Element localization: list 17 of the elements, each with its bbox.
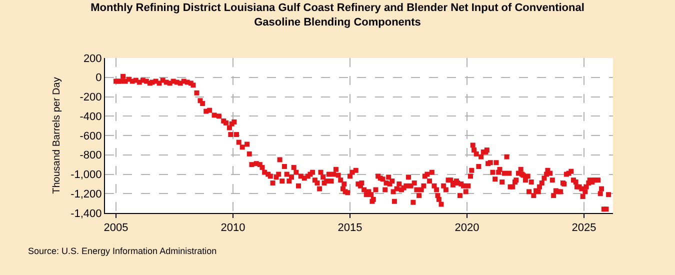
chart-title: Monthly Refining District Louisiana Gulf Coast Refinery and Blender Net Input of Conventional Gasoline Blending Components <box>90 2 584 28</box>
y-tick-label: -1,000 <box>70 169 102 182</box>
y-tick-label: -1,200 <box>70 188 102 200</box>
y-tick-label: 200 <box>83 52 102 65</box>
y-tick-label: -600 <box>80 130 102 142</box>
y-axis-title: Thousand Barrels per Day <box>52 77 63 194</box>
x-tick-label: 2020 <box>454 222 480 234</box>
x-tick-label: 2005 <box>104 222 128 234</box>
y-tick-label: -1,400 <box>70 208 102 220</box>
source-note: Source: U.S. Energy Information Administration <box>28 246 217 256</box>
x-tick-label: 2015 <box>338 222 362 234</box>
y-tick-label: -800 <box>80 150 102 162</box>
y-tick-label: 0 <box>96 72 102 84</box>
y-tick-label: -400 <box>80 110 102 123</box>
x-tick-label: 2010 <box>220 222 246 234</box>
x-tick-label: 2025 <box>572 222 596 234</box>
y-tick-label: -200 <box>80 92 102 104</box>
